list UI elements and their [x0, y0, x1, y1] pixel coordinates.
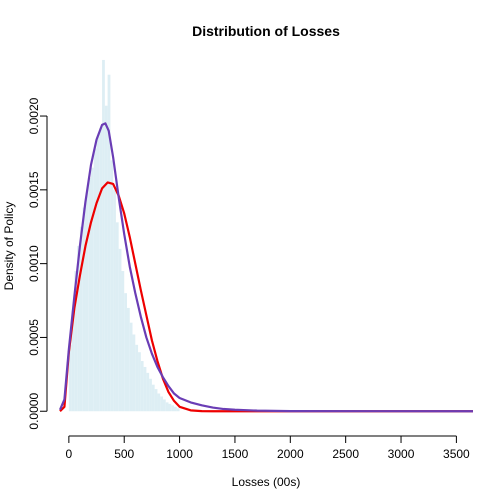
histogram-bar-21: [126, 307, 130, 412]
histogram-bar-24: [135, 344, 139, 412]
histogram-bar-2: [74, 271, 78, 412]
histogram-bar-1: [71, 310, 75, 412]
x-tick-label-5: 2500: [332, 447, 359, 461]
histogram-bar-17: [115, 222, 119, 412]
histogram-bar-5: [82, 207, 86, 412]
histogram-bar-36: [168, 403, 172, 412]
histogram-bar-28: [146, 372, 150, 412]
density-lines: [58, 122, 474, 413]
histogram-bar-32: [157, 393, 161, 412]
histogram-bar-26: [140, 361, 144, 412]
histogram-bar-25: [138, 352, 141, 412]
density-line-0: [59, 181, 473, 413]
histogram-bar-11: [99, 127, 103, 412]
histogram-bar-19: [121, 271, 125, 412]
histogram-bar-18: [118, 248, 122, 412]
histogram-bar-31: [154, 389, 158, 412]
x-tick-label-3: 1500: [222, 447, 249, 461]
histogram-bar-38: [174, 406, 177, 412]
x-tick-label-7: 3500: [443, 447, 470, 461]
histogram-bar-39: [176, 408, 180, 412]
chart-title: Distribution of Losses: [192, 23, 340, 39]
histogram-bar-3: [77, 245, 80, 412]
histogram-bar-35: [165, 402, 169, 412]
histogram-bar-22: [129, 322, 133, 412]
histogram-bar-23: [132, 334, 136, 412]
histogram-bar-14: [107, 74, 111, 412]
x-axis-label: Losses (00s): [232, 475, 301, 489]
histogram-bar-12: [102, 59, 105, 412]
histogram-bar-16: [113, 189, 116, 412]
y-tick-label-4: 0.0020: [27, 97, 41, 134]
x-tick-label-0: 0: [66, 447, 73, 461]
histogram-bar-27: [143, 366, 147, 412]
histogram-bar-9: [93, 148, 97, 412]
histogram-bar-29: [149, 378, 152, 412]
x-tick-label-6: 3000: [388, 447, 415, 461]
histogram-bar-37: [171, 405, 175, 412]
histogram-bar-10: [96, 136, 100, 412]
histogram-bar-33: [160, 396, 163, 412]
density-line-1: [58, 122, 474, 413]
histogram-bar-0: [68, 344, 72, 412]
y-tick-label-2: 0.0010: [27, 245, 41, 282]
histogram-bar-15: [110, 160, 114, 412]
histogram-bar-6: [85, 192, 89, 412]
y-tick-label-3: 0.0015: [27, 171, 41, 208]
x-tick-label-4: 2000: [277, 447, 304, 461]
y-tick-label-0: 0.0000: [27, 393, 41, 430]
y-axis-label: Density of Policy: [2, 202, 16, 291]
y-tick-label-1: 0.0005: [27, 319, 41, 356]
histogram-bar-13: [104, 105, 108, 412]
histogram-bar-7: [88, 178, 92, 412]
x-tick-label-2: 1000: [166, 447, 193, 461]
histogram-bars: [68, 59, 180, 412]
axes: 0 500 1000 1500 2000 2500 3000 3500 0.0000 0.0005…: [27, 97, 470, 461]
x-tick-label-1: 500: [114, 447, 134, 461]
histogram-bar-34: [162, 399, 166, 412]
histogram-bar-20: [124, 293, 127, 412]
histogram-bar-8: [91, 167, 94, 412]
histogram-bar-30: [151, 384, 155, 412]
histogram-bar-4: [79, 226, 83, 412]
